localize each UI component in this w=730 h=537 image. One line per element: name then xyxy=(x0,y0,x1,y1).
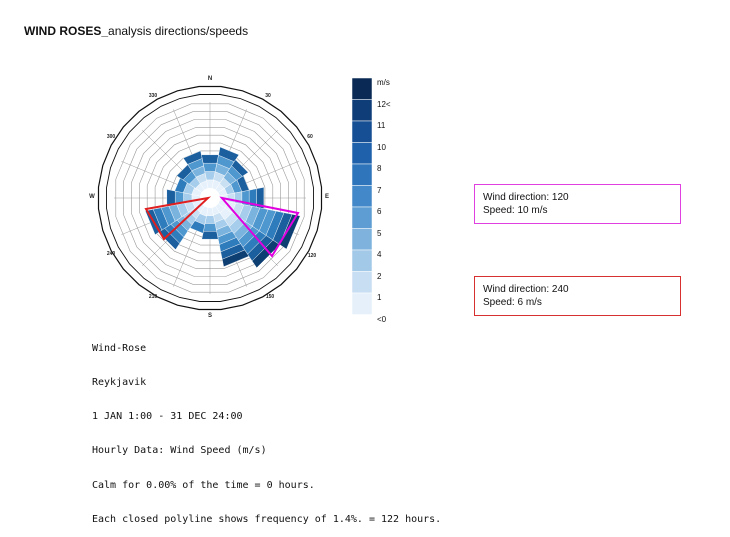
scale-swatch xyxy=(351,271,373,294)
note-direction-240: Wind direction: 240 Speed: 6 m/s xyxy=(474,276,681,316)
scale-bar xyxy=(351,77,373,315)
rose-sector-band xyxy=(201,231,219,240)
angle-label-300: 300 xyxy=(107,134,116,140)
rose-sector-band xyxy=(201,154,219,164)
rose-sector-band xyxy=(221,249,250,267)
note-speed-text: Speed: 10 m/s xyxy=(483,205,548,216)
note-direction-120: Wind direction: 120 Speed: 10 m/s xyxy=(474,184,681,224)
scale-swatch xyxy=(351,185,373,208)
compass-label-s: S xyxy=(208,313,212,319)
scale-swatch xyxy=(351,77,373,100)
rose-sectors xyxy=(145,146,301,269)
rose-frequency-ring xyxy=(131,119,289,277)
scale-label-9: 1 xyxy=(377,293,382,302)
angle-label-150: 150 xyxy=(266,294,275,300)
scale-label-5: 6 xyxy=(377,207,382,216)
rose-sector-band xyxy=(251,239,281,269)
scale-label-4: 7 xyxy=(377,186,382,195)
scale-swatch xyxy=(351,228,373,251)
rose-outer-frame xyxy=(106,94,314,302)
angle-label-60: 60 xyxy=(307,134,313,140)
caption-line: Each closed polyline shows frequency of … xyxy=(92,513,442,525)
scale-swatch xyxy=(351,206,373,229)
rose-frequency-ring xyxy=(146,134,274,262)
rose-sector-band xyxy=(182,150,203,165)
scale-unit: m/s xyxy=(377,78,390,87)
rose-sector-band xyxy=(226,192,235,204)
page-title: WIND ROSES_analysis directions/speeds xyxy=(24,24,248,38)
speed-color-scale: m/s 12< 11 10 8 7 6 5 4 2 1 <0 xyxy=(351,77,391,324)
caption-line: Hourly Data: Wind Speed (m/s) xyxy=(92,445,267,457)
angle-label-210: 210 xyxy=(149,294,158,300)
scale-label-0: 12< xyxy=(377,100,391,109)
angle-label-240: 240 xyxy=(107,251,116,257)
scale-label-3: 8 xyxy=(377,164,382,173)
rose-frequency-ring xyxy=(123,111,297,285)
rose-direction-spokes xyxy=(114,102,306,294)
compass-label-w: W xyxy=(89,194,95,200)
angle-label-30: 30 xyxy=(265,93,271,99)
scale-label-6: 5 xyxy=(377,229,382,238)
rose-outer-frame xyxy=(97,85,323,311)
scale-label-10: <0 xyxy=(377,315,387,324)
rose-caption: Wind-Rose Reykjavik 1 JAN 1:00 - 31 DEC … xyxy=(92,320,441,537)
note-speed-text: Speed: 6 m/s xyxy=(483,297,542,308)
rose-sector-band xyxy=(218,146,240,162)
wind-rose-diagram: N E S W 30 60 120 150 210 240 300 330 xyxy=(89,76,329,319)
scale-swatch xyxy=(351,142,373,165)
scale-swatch xyxy=(351,292,373,315)
rose-frequency-ring xyxy=(154,142,266,254)
scale-label-1: 11 xyxy=(377,121,386,130)
compass-label-e: E xyxy=(325,194,329,200)
rose-frequency-ring xyxy=(162,150,258,246)
page-title-rest: analysis directions/speeds xyxy=(108,24,249,38)
angle-label-120: 120 xyxy=(308,253,317,259)
scale-label-2: 10 xyxy=(377,143,386,152)
caption-line: 1 JAN 1:00 - 31 DEC 24:00 xyxy=(92,411,243,423)
page-title-bold: WIND ROSES_ xyxy=(24,24,109,38)
note-direction-text: Wind direction: 240 xyxy=(483,284,569,295)
highlight-sector-120 xyxy=(219,196,300,258)
scale-swatch xyxy=(351,249,373,272)
highlight-sector-240 xyxy=(144,196,212,241)
rose-sector-band xyxy=(231,159,249,177)
caption-line: Calm for 0.00% of the time = 0 hours. xyxy=(92,479,315,491)
rose-sector-band xyxy=(166,189,176,207)
note-direction-text: Wind direction: 120 xyxy=(483,192,569,203)
scale-swatch xyxy=(351,120,373,143)
rose-sector-band xyxy=(202,162,218,172)
scale-label-7: 4 xyxy=(377,250,382,259)
scale-swatch xyxy=(351,99,373,122)
angle-label-330: 330 xyxy=(149,93,158,99)
caption-line: Reykjavik xyxy=(92,377,147,389)
scale-label-8: 2 xyxy=(377,272,382,281)
rose-sector-band xyxy=(203,223,217,232)
compass-label-n: N xyxy=(208,76,212,82)
rose-frequency-ring xyxy=(115,103,305,293)
rose-frequency-ring xyxy=(139,127,281,269)
scale-swatch xyxy=(351,163,373,186)
caption-line: Wind-Rose xyxy=(92,342,147,354)
